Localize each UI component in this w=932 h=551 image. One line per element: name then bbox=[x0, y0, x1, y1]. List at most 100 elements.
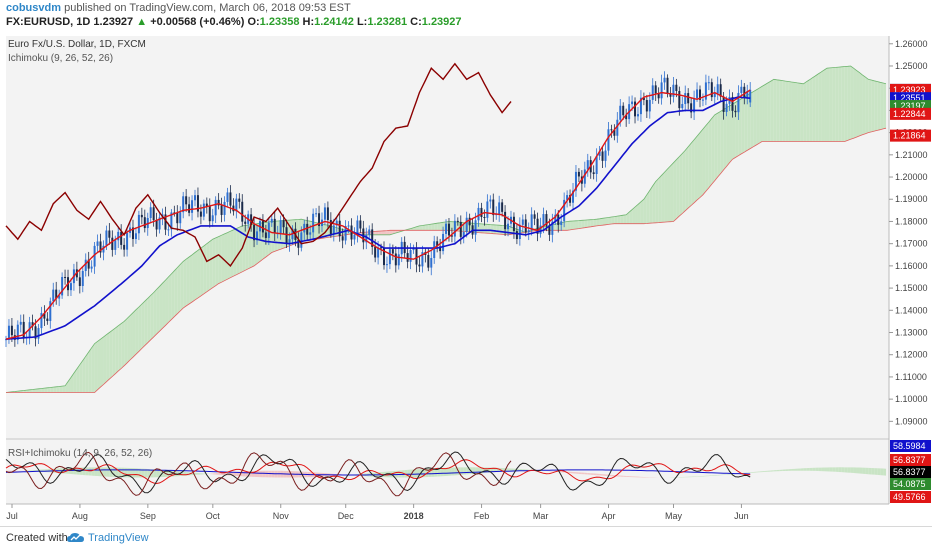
cloud-segment bbox=[186, 257, 189, 306]
cloud-segment bbox=[44, 388, 47, 393]
author-link[interactable]: cobusvdm bbox=[6, 2, 61, 14]
rsi-price-label-text: 58.5984 bbox=[893, 441, 926, 451]
open-value: 1.23358 bbox=[260, 16, 300, 28]
rsi-cloud-segment bbox=[461, 467, 464, 475]
cloud-segment bbox=[721, 110, 724, 174]
candle-body bbox=[191, 200, 193, 213]
cloud-segment bbox=[165, 277, 168, 325]
rsi-cloud-segment bbox=[809, 468, 812, 471]
candle-body bbox=[522, 219, 524, 224]
rsi-cloud-segment bbox=[777, 470, 780, 471]
candle-body bbox=[454, 221, 456, 237]
cloud-segment bbox=[647, 190, 650, 223]
candle-body bbox=[675, 85, 677, 91]
rsi-cloud-segment bbox=[603, 474, 606, 476]
rsi-cloud-segment bbox=[588, 473, 591, 475]
y-tick-label: 1.20000 bbox=[895, 172, 928, 182]
candle-body bbox=[306, 224, 308, 235]
last-price: 1.23927 bbox=[93, 16, 133, 28]
x-tick-label: Nov bbox=[273, 511, 290, 521]
candle-body bbox=[244, 222, 246, 224]
candle-body bbox=[386, 264, 388, 265]
x-tick-label: Aug bbox=[72, 511, 88, 521]
tradingview-brand[interactable]: TradingView bbox=[88, 532, 149, 544]
candle-body bbox=[714, 94, 716, 98]
candle-body bbox=[64, 277, 66, 278]
cloud-segment bbox=[688, 143, 691, 208]
cloud-segment bbox=[576, 221, 579, 229]
cloud-segment bbox=[833, 67, 836, 141]
rsi-cloud-segment bbox=[862, 468, 865, 474]
rsi-cloud-segment bbox=[789, 469, 792, 471]
candle-body bbox=[303, 224, 305, 233]
candle-body bbox=[176, 213, 178, 223]
candle-body bbox=[188, 204, 190, 213]
cloud-segment bbox=[709, 118, 712, 187]
cloud-segment bbox=[195, 250, 198, 300]
cloud-segment bbox=[591, 219, 594, 226]
candle-body bbox=[312, 214, 314, 233]
cloud-segment bbox=[874, 81, 877, 131]
cloud-segment bbox=[103, 335, 106, 385]
cloud-segment bbox=[756, 88, 759, 145]
cloud-segment bbox=[481, 224, 484, 233]
rsi-cloud-segment bbox=[836, 467, 839, 472]
x-tick-label: Jul bbox=[6, 511, 18, 521]
cloud-segment bbox=[154, 289, 157, 337]
cloud-segment bbox=[854, 68, 857, 138]
cloud-segment bbox=[210, 239, 213, 290]
price-label: 1.22844 bbox=[890, 108, 931, 120]
low-value: 1.23281 bbox=[367, 16, 407, 28]
cloud-segment bbox=[479, 224, 482, 233]
candle-body bbox=[120, 232, 122, 245]
rsi-cloud-segment bbox=[871, 468, 874, 475]
candle-body bbox=[519, 225, 521, 239]
cloud-segment bbox=[387, 230, 390, 234]
candle-body bbox=[224, 202, 226, 215]
cloud-segment bbox=[56, 386, 59, 392]
rsi-cloud-segment bbox=[620, 476, 623, 477]
cloud-segment bbox=[585, 220, 588, 228]
cloud-segment bbox=[809, 78, 812, 142]
cloud-segment bbox=[53, 387, 56, 393]
cloud-segment bbox=[797, 83, 800, 142]
candle-body bbox=[368, 229, 370, 234]
rsi-cloud-segment bbox=[452, 467, 455, 475]
cloud-segment bbox=[59, 386, 62, 392]
rsi-cloud-segment bbox=[260, 471, 263, 477]
candle-body bbox=[525, 219, 527, 232]
candle-body bbox=[135, 233, 137, 239]
cloud-segment bbox=[744, 95, 747, 152]
candle-body bbox=[542, 214, 544, 225]
candle-body bbox=[265, 232, 267, 238]
candle-body bbox=[478, 208, 480, 220]
cloud-segment bbox=[605, 217, 608, 224]
rsi-cloud-segment bbox=[806, 468, 809, 471]
candle-body bbox=[516, 231, 518, 239]
y-tick-label: 1.17000 bbox=[895, 239, 928, 249]
rsi-price-label: 49.5766 bbox=[890, 491, 931, 503]
rsi-cloud-segment bbox=[830, 467, 833, 471]
candle-body bbox=[433, 241, 435, 258]
cloud-segment bbox=[880, 82, 883, 129]
cloud-segment bbox=[659, 175, 662, 222]
candle-body bbox=[226, 192, 228, 201]
main-price-pane[interactable] bbox=[5, 36, 889, 439]
candle-body bbox=[153, 207, 155, 220]
cloud-segment bbox=[236, 227, 239, 275]
cloud-segment bbox=[50, 387, 53, 392]
y-tick-label: 1.25000 bbox=[895, 61, 928, 71]
cloud-segment bbox=[204, 244, 207, 294]
candle-body bbox=[410, 250, 412, 262]
cloud-segment bbox=[133, 310, 136, 357]
rsi-cloud-segment bbox=[883, 469, 886, 476]
cloud-segment bbox=[174, 268, 177, 317]
rsi-cloud-segment bbox=[600, 474, 603, 476]
candle-body bbox=[415, 248, 417, 264]
candle-body bbox=[374, 247, 376, 258]
cloud-segment bbox=[597, 219, 600, 226]
chart-area[interactable]: 1.260001.250001.240001.230001.220001.210… bbox=[0, 32, 932, 526]
price-axis[interactable]: 1.260001.250001.240001.230001.220001.210… bbox=[889, 36, 931, 504]
candle-body bbox=[286, 227, 288, 244]
